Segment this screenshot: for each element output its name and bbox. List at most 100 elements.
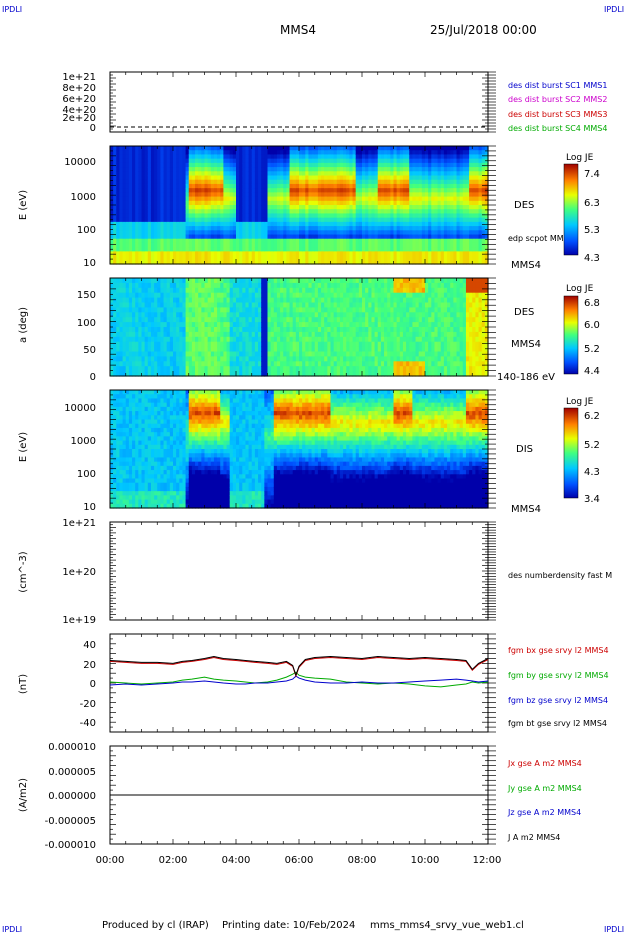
spectrogram-cell	[116, 234, 121, 240]
spectrogram-cell	[440, 217, 445, 223]
spectrogram-cell	[425, 255, 429, 261]
spectrogram-cell	[144, 292, 149, 299]
spectrogram-cell	[478, 167, 483, 172]
spectrogram-cell	[283, 297, 287, 304]
spectrogram-cell	[308, 221, 313, 227]
spectrogram-cell	[314, 183, 319, 189]
spectrogram-cell	[273, 356, 278, 362]
spectrogram-cell	[182, 234, 187, 240]
spectrogram-cell	[223, 154, 228, 160]
spectrogram-cell	[292, 205, 297, 210]
spectrogram-cell	[125, 251, 130, 257]
spectrogram-cell	[239, 196, 243, 202]
spectrogram-cell	[365, 200, 369, 206]
spectrogram-cell	[213, 312, 218, 318]
spectrogram-cell	[138, 297, 143, 304]
spectrogram-cell	[286, 217, 291, 223]
spectrogram-cell	[185, 366, 190, 372]
spectrogram-cell	[229, 346, 234, 353]
spectrogram-cell	[116, 351, 121, 357]
spectrogram-cell	[443, 242, 448, 248]
panel2-colorbar-tick-3: 5.3	[584, 225, 600, 236]
spectrogram-cell	[321, 150, 325, 156]
spectrogram-cell	[185, 282, 190, 289]
spectrogram-cell	[406, 242, 410, 248]
spectrogram-cell	[242, 282, 247, 289]
spectrogram-cell	[280, 312, 284, 318]
spectrogram-cell	[305, 154, 310, 160]
spectrogram-cell	[251, 336, 256, 343]
spectrogram-cell	[261, 192, 265, 198]
spectrogram-cell	[393, 226, 398, 231]
spectrogram-cell	[242, 292, 247, 299]
spectrogram-cell	[270, 188, 275, 193]
spectrogram-cell	[327, 226, 332, 231]
spectrogram-cell	[166, 242, 171, 248]
spectrogram-cell	[198, 234, 202, 240]
spectrogram-cell	[289, 221, 294, 227]
spectrogram-cell	[314, 341, 319, 348]
spectrogram-cell	[371, 213, 376, 219]
spectrogram-cell	[289, 213, 294, 219]
spectrogram-cell	[210, 209, 215, 215]
spectrogram-cell	[273, 317, 278, 323]
spectrogram-cell	[128, 192, 133, 198]
spectrogram-cell	[481, 158, 486, 164]
spectrogram-cell	[213, 171, 218, 177]
spectrogram-cell	[132, 331, 136, 338]
spectrogram-cell	[453, 158, 458, 164]
spectrogram-cell	[478, 259, 483, 265]
spectrogram-cell	[402, 205, 407, 210]
spectrogram-cell	[232, 247, 237, 252]
spectrogram-cell	[321, 247, 325, 252]
spectrogram-cell	[132, 251, 136, 257]
spectrogram-cell	[204, 366, 209, 372]
spectrogram-cell	[280, 336, 284, 343]
spectrogram-cell	[147, 331, 152, 338]
spectrogram-cell	[223, 247, 228, 252]
spectrogram-cell	[333, 146, 338, 151]
spectrogram-cell	[409, 226, 413, 231]
panel2-colorbar-tick-4: 4.3	[584, 253, 600, 264]
spectrogram-cell	[248, 255, 253, 261]
spectrogram-cell	[144, 200, 149, 206]
spectrogram-cell	[258, 196, 262, 202]
spectrogram-cell	[447, 154, 451, 160]
spectrogram-cell	[276, 179, 281, 185]
spectrogram-cell	[393, 146, 398, 151]
spectrogram-cell	[311, 312, 316, 318]
spectrogram-cell	[377, 226, 382, 231]
spectrogram-cell	[232, 158, 237, 164]
spectrogram-cell	[201, 234, 206, 240]
spectrogram-cell	[242, 341, 247, 348]
spectrogram-cell	[273, 234, 278, 240]
spectrogram-cell	[481, 175, 486, 181]
spectrogram-cell	[245, 322, 250, 328]
spectrogram-cell	[317, 282, 322, 289]
spectrogram-cell	[276, 154, 281, 160]
spectrogram-cell	[166, 238, 171, 244]
spectrogram-cell	[286, 234, 291, 240]
spectrogram-cell	[229, 217, 234, 223]
spectrogram-cell	[440, 200, 445, 206]
spectrogram-cell	[264, 341, 269, 348]
spectrogram-cell	[336, 171, 341, 177]
spectrogram-cell	[314, 200, 319, 206]
spectrogram-cell	[188, 278, 193, 284]
spectrogram-cell	[415, 183, 420, 189]
spectrogram-cell	[132, 217, 136, 223]
spectrogram-cell	[188, 346, 193, 353]
spectrogram-cell	[135, 247, 139, 252]
spectrogram-cell	[456, 154, 461, 160]
spectrogram-cell	[459, 192, 464, 198]
spectrogram-cell	[402, 154, 407, 160]
spectrogram-cell	[462, 255, 467, 261]
spectrogram-cell	[380, 171, 385, 177]
spectrogram-cell	[248, 188, 253, 193]
spectrogram-cell	[144, 238, 149, 244]
spectrogram-cell	[229, 192, 234, 198]
spectrogram-cell	[333, 196, 338, 202]
spectrogram-cell	[339, 188, 344, 193]
spectrogram-cell	[459, 175, 464, 181]
spectrogram-cell	[286, 366, 291, 372]
